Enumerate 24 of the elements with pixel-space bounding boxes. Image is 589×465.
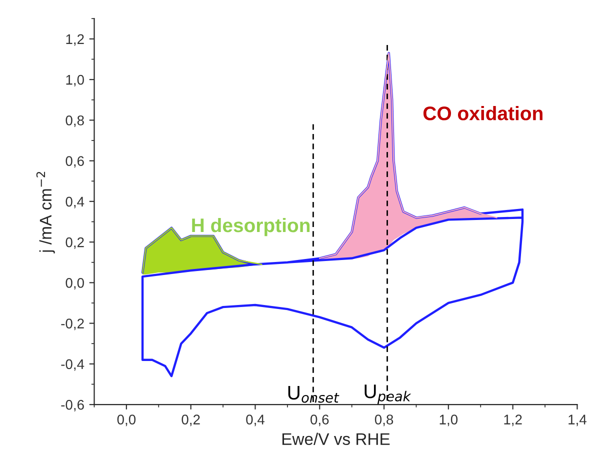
annotation: U$_{onset}$ <box>288 386 340 403</box>
x-axis-title: Ewe/V vs RHE <box>282 432 390 446</box>
annotation: U$_{peak}$ <box>364 384 412 404</box>
y-tick-label: -0,2 <box>61 318 84 330</box>
y-tick-label: -0,6 <box>61 400 84 412</box>
x-tick-label: 0,0 <box>117 414 136 426</box>
y-tick-label: 0,2 <box>66 237 84 249</box>
x-tick-label: 1,0 <box>440 414 458 426</box>
x-tick-label: 0,8 <box>374 414 394 426</box>
x-tick-label: 1,4 <box>568 414 586 426</box>
y-axis-title: j /mA cm$^{−2}$ <box>36 172 55 254</box>
x-tick-label: 1,2 <box>504 414 522 426</box>
y-tick-label: 0,0 <box>66 278 84 290</box>
y-tick-label: 1,2 <box>66 34 84 46</box>
annotation: CO oxidation <box>423 106 542 120</box>
y-tick-label: 0,6 <box>66 156 84 168</box>
annotation: H desorption <box>192 218 310 236</box>
y-tick-label: 1,0 <box>66 74 84 86</box>
x-tick-label: 0,2 <box>182 414 200 426</box>
y-tick-label: -0,4 <box>61 359 84 371</box>
y-tick-label: 0,4 <box>66 196 84 208</box>
x-tick-label: 0,6 <box>310 414 329 426</box>
x-tick-label: 0,4 <box>246 414 264 426</box>
y-tick-label: 0,8 <box>66 116 84 127</box>
